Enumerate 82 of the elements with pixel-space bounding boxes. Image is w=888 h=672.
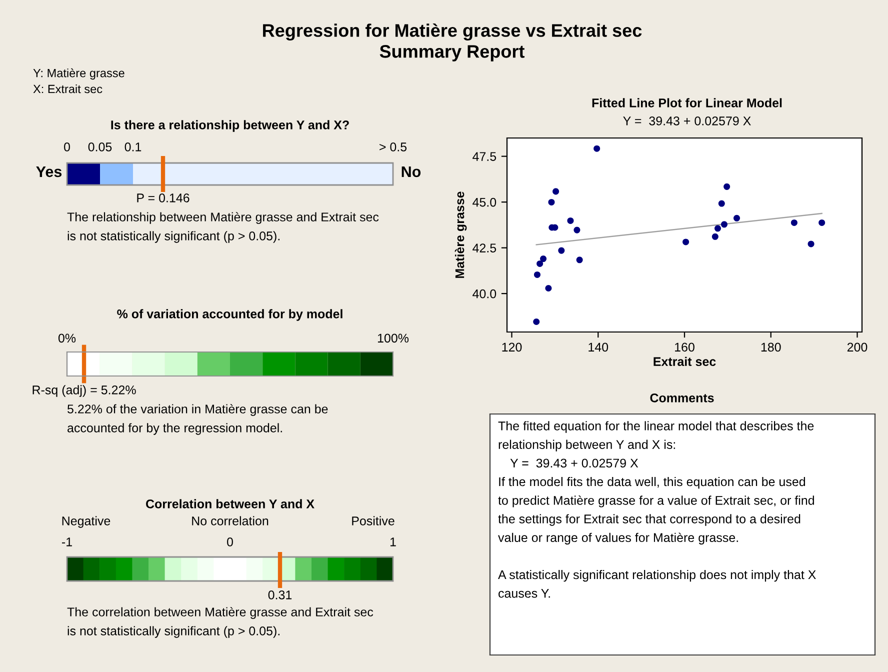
text: 0 <box>227 538 233 546</box>
text: -1 <box>62 538 72 546</box>
text: value or range of values for Matière grasse. <box>498 532 738 544</box>
point <box>576 256 583 264</box>
text: to predict Matière grasse for a value of Extrait sec, or find <box>498 496 814 508</box>
text: 0 <box>64 142 70 152</box>
text: The fitted equation for the linear model that describes the <box>498 421 814 433</box>
point <box>534 271 540 278</box>
x-tick-label: 140 <box>588 342 608 352</box>
text: 0.05 <box>88 142 112 152</box>
point <box>545 285 552 292</box>
point <box>734 214 740 222</box>
text: Negative <box>62 516 110 528</box>
point <box>533 318 540 326</box>
text: Is there a relationship between Y and X? <box>111 120 349 132</box>
point <box>818 219 826 226</box>
text: 0.31 <box>268 590 292 600</box>
chart-subtitle: Y = 39.43 + 0.02579 X <box>623 116 751 126</box>
x-tick-label: 0% <box>58 334 76 343</box>
bar <box>328 352 360 376</box>
text: If the model fits the data well, this equation can be used <box>499 476 806 489</box>
text: A statistically significant relationship does not imply that X <box>498 570 816 582</box>
x-tick-label: 120 <box>502 342 522 352</box>
ref-line-label: R-sq (adj) = 5.22% <box>32 385 136 397</box>
text: is not statistically significant (p > 0.05). <box>68 626 280 638</box>
bar <box>230 352 263 376</box>
y-tick-label: 45.0 <box>472 198 496 207</box>
text: P = 0.146 <box>137 194 190 202</box>
text: the settings for Extrait sec that correspond to a desired <box>498 514 800 526</box>
text: accounted for by the regression model. <box>68 423 282 435</box>
point <box>567 217 574 224</box>
text: The correlation between Matière grasse and Extrait sec <box>67 607 374 619</box>
chart-title: % of variation accounted for by model <box>117 309 342 321</box>
point <box>718 200 725 207</box>
bar <box>262 352 296 376</box>
point <box>714 225 722 232</box>
text: Summary Report <box>380 45 525 62</box>
text: 0.1 <box>124 142 142 152</box>
text: causes Y. <box>498 589 550 598</box>
point <box>682 238 690 246</box>
point <box>594 145 600 152</box>
point <box>552 188 560 195</box>
point <box>574 226 580 234</box>
point <box>724 183 730 190</box>
text: Positive <box>352 516 394 526</box>
x-tick-label: 200 <box>847 342 868 352</box>
point <box>790 219 798 226</box>
point <box>712 233 718 240</box>
point <box>540 256 547 262</box>
x-tick-label: 160 <box>675 342 694 352</box>
text: 1 <box>390 538 396 546</box>
bar <box>164 352 198 376</box>
chart-title: Fitted Line Plot for Linear Model <box>592 98 782 108</box>
text: No <box>402 166 421 178</box>
x-tick-label: 180 <box>761 342 781 352</box>
text: relationship between Y and X is: <box>498 440 676 452</box>
y-tick-label: 47.5 <box>472 152 496 161</box>
text: The relationship between Matière grasse and Extrait sec <box>67 212 379 224</box>
text: > 0.5 <box>380 142 407 152</box>
text: is not statistically significant (p > 0.05). <box>68 231 280 243</box>
point <box>548 198 555 206</box>
bar <box>132 352 165 376</box>
text: Correlation between Y and X <box>146 499 314 508</box>
bar <box>295 352 328 376</box>
x-tick-label: 100% <box>378 334 409 343</box>
text: Comments <box>650 394 714 402</box>
point <box>558 247 565 254</box>
y-axis-title: Matière grasse <box>454 192 467 278</box>
point <box>536 260 544 267</box>
text: Y: Matière grasse <box>33 68 124 80</box>
x-axis-title: Extrait sec <box>654 356 716 366</box>
text: X: Extrait sec <box>33 84 102 94</box>
y-tick-label: 42.5 <box>472 244 496 252</box>
text: Y = 39.43 + 0.02579 X <box>510 458 638 468</box>
point <box>808 240 814 248</box>
text: No correlation <box>192 516 268 526</box>
text: 5.22% of the variation in Matière grasse can be <box>68 404 328 416</box>
text: Regression for Matière grasse vs Extrait sec <box>263 23 642 41</box>
text: Yes <box>36 166 62 178</box>
bar <box>197 352 230 376</box>
point <box>720 221 728 228</box>
y-tick-label: 40.0 <box>472 289 496 298</box>
